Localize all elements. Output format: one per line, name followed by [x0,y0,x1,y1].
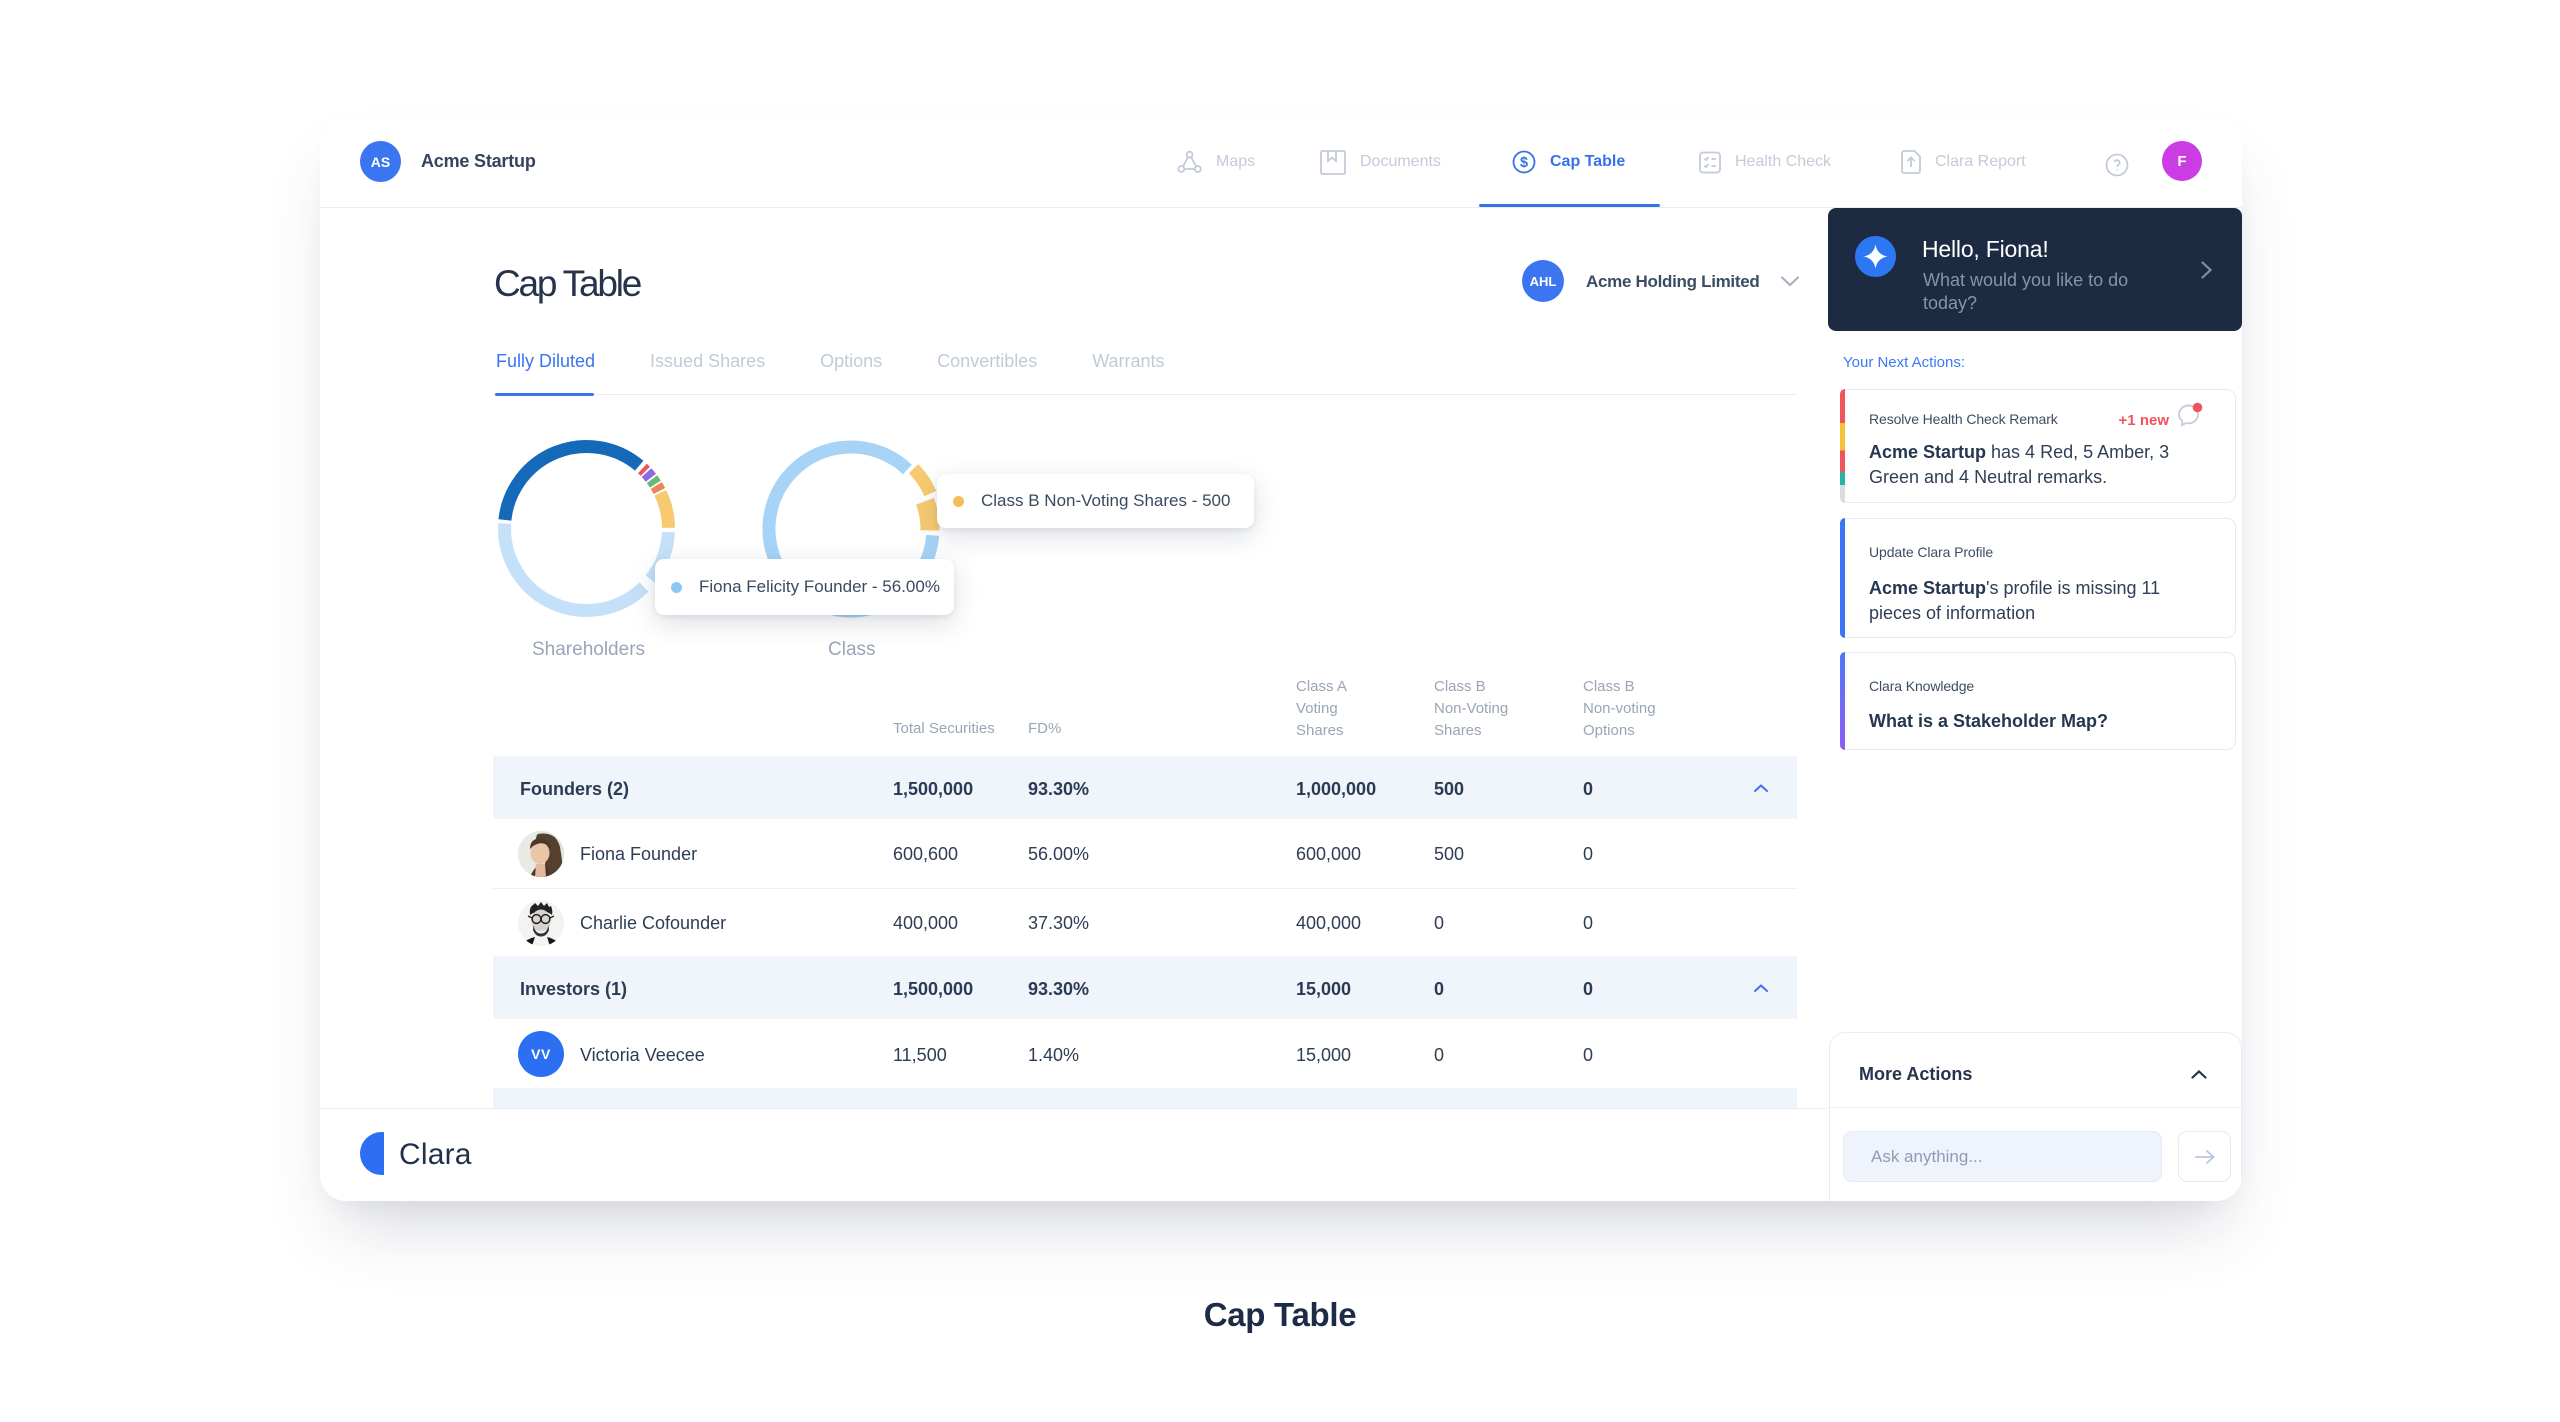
svg-text:$: $ [1520,155,1528,171]
